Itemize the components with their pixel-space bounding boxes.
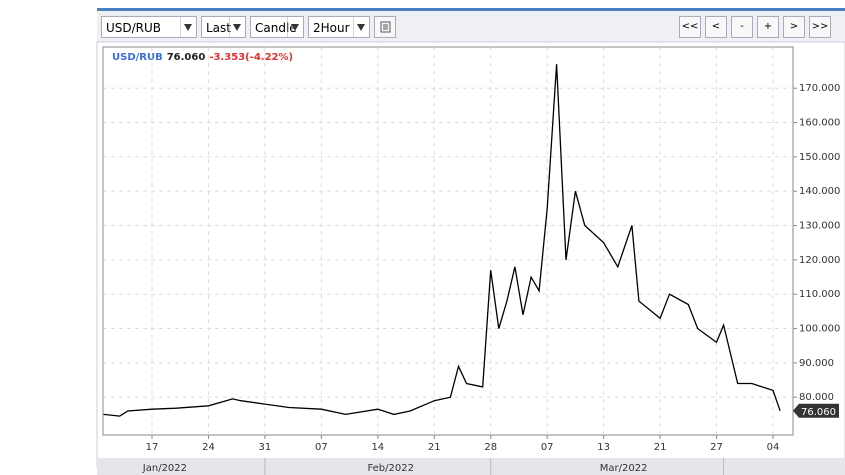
month-label: Jan/2022 <box>142 463 187 474</box>
x-tick-label: 28 <box>484 442 497 453</box>
y-tick-label: 150.000 <box>799 152 840 163</box>
dropdown[interactable]: Candle <box>250 16 304 38</box>
x-tick-label: 24 <box>202 442 215 453</box>
legend-change: -3.353(-4.22%) <box>209 52 293 63</box>
nav-button[interactable]: > <box>783 16 805 38</box>
y-tick-label: 80.000 <box>799 392 834 403</box>
price-line <box>103 64 781 417</box>
dropdown[interactable]: 2Hour <box>308 16 370 38</box>
x-tick-label: 31 <box>259 442 272 453</box>
legend: USD/RUB 76.060 -3.353(-4.22%) <box>112 52 293 63</box>
dropdown-label: Last <box>206 21 231 35</box>
nav-button[interactable]: < <box>705 16 727 38</box>
nav-button[interactable]: + <box>757 16 779 38</box>
last-price-label: 76.060 <box>801 407 836 418</box>
x-tick-label: 07 <box>315 442 328 453</box>
x-tick-label: 21 <box>428 442 441 453</box>
dropdown-arrow <box>229 17 241 37</box>
month-label: Feb/2022 <box>367 463 414 474</box>
x-tick-label: 21 <box>654 442 667 453</box>
y-tick-label: 100.000 <box>799 324 840 335</box>
nav-button[interactable]: - <box>731 16 753 38</box>
last-price-marker <box>793 403 839 418</box>
y-tick-label: 120.000 <box>799 255 840 266</box>
nav-button[interactable]: >> <box>809 16 831 38</box>
x-tick-label: 27 <box>710 442 723 453</box>
dropdown-label: 2Hour <box>313 21 350 35</box>
y-tick-label: 170.000 <box>799 83 840 94</box>
y-tick-label: 110.000 <box>799 289 840 300</box>
nav-button[interactable]: << <box>679 16 701 38</box>
settings-icon <box>380 21 391 33</box>
month-label: Mar/2022 <box>600 463 648 474</box>
dropdown-arrow <box>353 17 365 37</box>
y-tick-label: 130.000 <box>799 221 840 232</box>
dropdown[interactable]: USD/RUB <box>101 16 197 38</box>
x-tick-label: 17 <box>146 442 159 453</box>
plot-area <box>102 46 794 436</box>
dropdown-label: Candle <box>255 21 297 35</box>
x-tick-label: 07 <box>541 442 554 453</box>
y-tick-label: 140.000 <box>799 186 840 197</box>
legend-symbol: USD/RUB <box>112 52 163 63</box>
y-tick-label: 160.000 <box>799 118 840 129</box>
x-tick-label: 14 <box>371 442 384 453</box>
x-tick-label: 13 <box>597 442 610 453</box>
dropdown-arrow <box>180 17 192 37</box>
toolbar: USD/RUB Last Candle 2Hour << < - + > >> <box>97 8 845 42</box>
y-tick-label: 90.000 <box>799 358 834 369</box>
dropdown[interactable]: Last <box>201 16 246 38</box>
dropdown-label: USD/RUB <box>106 21 162 35</box>
month-bar <box>97 458 845 475</box>
settings-button[interactable] <box>374 16 396 38</box>
legend-last: 76.060 <box>167 52 206 63</box>
dropdown-arrow <box>287 17 299 37</box>
x-tick-label: 04 <box>767 442 780 453</box>
